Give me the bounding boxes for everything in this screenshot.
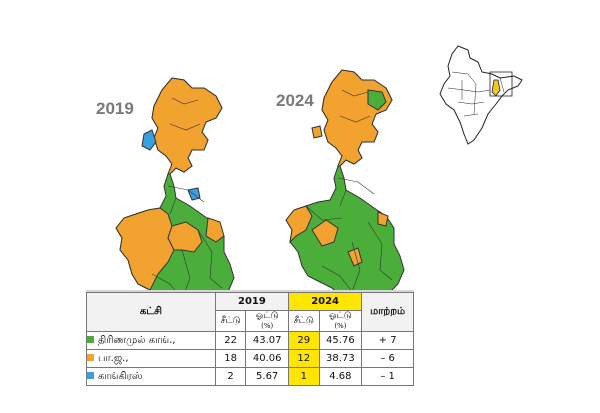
- seats-header-2019: சீட்டு: [214, 310, 247, 332]
- tmc-swatch: [87, 336, 94, 343]
- votes-2024: 45.76: [318, 331, 363, 350]
- seats-2019: 2: [214, 367, 247, 386]
- votes-header-2024: ஓட்டு (%): [318, 310, 363, 332]
- votes-2019: 40.06: [245, 349, 290, 368]
- seats-header-2024: சீட்டு: [288, 310, 320, 332]
- seats-2024: 1: [288, 367, 320, 386]
- table-row: திரிணமுல் காங்., 22 43.07 29 45.76 + 7: [86, 331, 414, 350]
- votes-header-2019: ஓட்டு (%): [245, 310, 290, 332]
- change-header: மாற்றம்: [361, 292, 414, 332]
- year-label-2019: 2019: [96, 99, 134, 118]
- party-cell: பா.ஜ.,: [86, 349, 216, 368]
- change: + 7: [361, 331, 414, 350]
- west-bengal-highlight: [491, 79, 501, 97]
- votes-2019: 43.07: [245, 331, 290, 350]
- bjp-swatch: [87, 354, 94, 361]
- change: – 1: [361, 367, 414, 386]
- party-header: கட்சி: [86, 292, 216, 332]
- party-cell: திரிணமுல் காங்.,: [86, 331, 216, 350]
- table-header-row-2: சீட்டு ஓட்டு (%) சீட்டு ஓட்டு (%): [87, 310, 414, 332]
- table-top-rule: [86, 290, 414, 293]
- west-bengal-maps: [115, 45, 523, 325]
- year-label-2024: 2024: [276, 91, 314, 110]
- change: – 6: [361, 349, 414, 368]
- votes-2024: 4.68: [318, 367, 363, 386]
- seats-2019: 18: [214, 349, 247, 368]
- map-2019: [115, 77, 235, 325]
- table-header-row-1: கட்சி 2019 2024 மாற்றம்: [86, 292, 414, 332]
- year-header-2019: 2019: [214, 292, 290, 311]
- maps-area: 2019 2024: [96, 45, 523, 325]
- year-header-2024: 2024: [288, 292, 363, 311]
- table-row: பா.ஜ., 18 40.06 12 38.73 – 6: [86, 349, 414, 368]
- table-row: காங்கிரஸ் 2 5.67 1 4.68 – 1: [86, 367, 414, 386]
- results-table: கட்சி 2019 2024 மாற்றம் சீட்டு ஓட்டு (%) …: [86, 292, 414, 386]
- votes-2024: 38.73: [318, 349, 363, 368]
- party-cell: காங்கிரஸ்: [86, 367, 216, 386]
- map-2024: [285, 69, 405, 317]
- seats-2024: 29: [288, 331, 320, 350]
- seats-2019: 22: [214, 331, 247, 350]
- india-inset-map: [439, 45, 523, 145]
- votes-2019: 5.67: [245, 367, 290, 386]
- seats-2024: 12: [288, 349, 320, 368]
- congress-swatch: [87, 372, 94, 379]
